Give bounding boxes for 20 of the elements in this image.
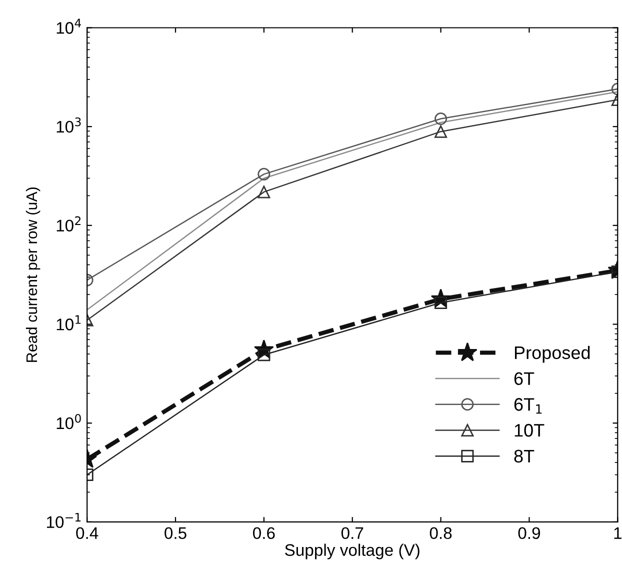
- x-tick-label: 0.8: [430, 527, 452, 540]
- legend-label: 10T: [514, 424, 544, 437]
- x-tick-label: 0.7: [341, 527, 364, 540]
- legend-label: 6T$_{1}$: [514, 398, 542, 414]
- y-axis-title: Read current per row (uA): [26, 187, 40, 362]
- x-tick-label: 1: [614, 527, 622, 539]
- y-tick-label: 10$^{4}$: [56, 18, 82, 34]
- y-tick-label: 10$^{3}$: [56, 117, 81, 133]
- y-tick-label: 10$^{1}$: [56, 315, 81, 330]
- x-tick-label: 0.4: [76, 527, 98, 540]
- y-tick-label: 10$^{2}$: [56, 216, 81, 232]
- x-tick-label: 0.9: [518, 527, 540, 540]
- y-tick-label: 10$^{0}$: [56, 414, 81, 430]
- x-tick-label: 0.5: [164, 527, 186, 540]
- legend-label: 6T: [514, 372, 534, 386]
- legend-label: Proposed: [514, 346, 590, 363]
- x-axis-title: Supply voltage (V): [285, 544, 420, 560]
- legend-label: 8T: [514, 450, 534, 463]
- x-tick-label: 0.6: [253, 527, 275, 540]
- y-tick-label: 10$^{−1}$: [46, 512, 81, 528]
